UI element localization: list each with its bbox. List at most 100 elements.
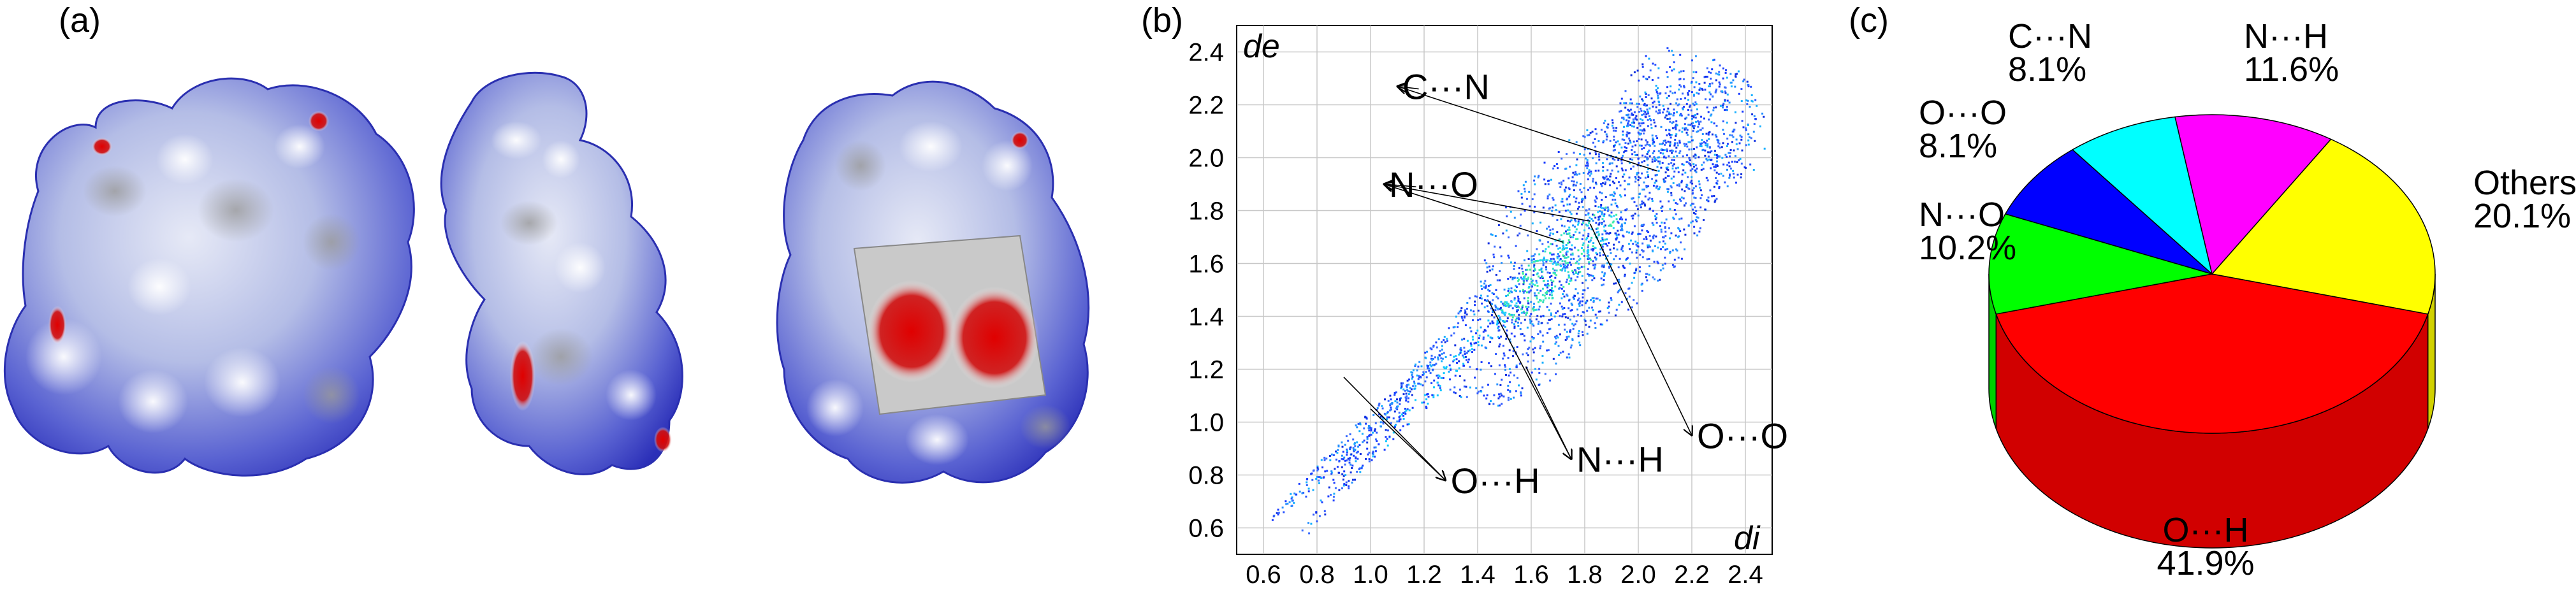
- y-axis-label: de: [1243, 28, 1280, 65]
- fingerprint-point: [1588, 263, 1590, 265]
- fingerprint-point: [1713, 59, 1715, 61]
- fingerprint-point: [1612, 127, 1615, 129]
- fingerprint-point: [1590, 274, 1592, 277]
- fingerprint-point: [1638, 266, 1641, 268]
- fingerprint-point: [1613, 135, 1615, 138]
- fingerprint-point: [1741, 120, 1743, 122]
- fingerprint-point: [1624, 169, 1627, 171]
- fingerprint-point: [1568, 239, 1570, 241]
- fingerprint-point: [1667, 188, 1670, 191]
- fingerprint-point: [1286, 503, 1289, 505]
- fingerprint-point: [1463, 338, 1466, 340]
- fingerprint-point: [1440, 357, 1443, 359]
- fingerprint-point: [1416, 369, 1418, 371]
- fingerprint-point: [1527, 360, 1529, 363]
- fingerprint-point: [1546, 259, 1549, 262]
- fingerprint-point: [1577, 255, 1580, 257]
- fingerprint-point: [1522, 289, 1524, 291]
- fingerprint-point: [1570, 213, 1573, 215]
- fingerprint-point: [1469, 349, 1471, 352]
- fingerprint-point: [1276, 512, 1278, 514]
- fingerprint-point: [1571, 270, 1574, 272]
- fingerprint-point: [1604, 208, 1606, 211]
- fingerprint-point: [1714, 169, 1716, 171]
- fingerprint-point: [1660, 248, 1662, 250]
- fingerprint-point: [1332, 454, 1335, 456]
- fingerprint-point: [1672, 54, 1675, 56]
- fingerprint-point: [1402, 393, 1405, 396]
- fingerprint-point: [1615, 308, 1618, 311]
- fingerprint-point: [1546, 283, 1549, 285]
- fingerprint-point: [1565, 244, 1568, 246]
- fingerprint-point: [1657, 247, 1659, 249]
- fingerprint-point: [1394, 426, 1396, 428]
- fingerprint-point: [1323, 456, 1326, 459]
- fingerprint-point: [1722, 77, 1724, 80]
- fingerprint-point: [1539, 299, 1541, 301]
- fingerprint-point: [1507, 278, 1510, 280]
- fingerprint-point: [1705, 98, 1706, 101]
- fingerprint-point: [1388, 409, 1391, 412]
- fingerprint-point: [1520, 394, 1522, 397]
- fingerprint-point: [1597, 206, 1600, 208]
- fingerprint-point: [1550, 258, 1552, 260]
- fingerprint-point: [1684, 248, 1686, 250]
- fingerprint-point: [1579, 189, 1582, 191]
- fingerprint-point: [1697, 217, 1699, 219]
- fingerprint-point: [1692, 208, 1694, 211]
- fingerprint-point: [1388, 435, 1391, 438]
- fingerprint-point: [1448, 364, 1451, 366]
- fingerprint-point: [1696, 168, 1698, 170]
- fingerprint-point: [1580, 315, 1583, 317]
- fingerprint-point: [1718, 71, 1721, 73]
- fingerprint-point: [1672, 121, 1675, 124]
- fingerprint-point: [1501, 394, 1503, 397]
- fingerprint-point: [1425, 398, 1428, 401]
- fingerprint-point: [1569, 331, 1571, 333]
- fingerprint-point: [1693, 148, 1695, 150]
- fingerprint-point: [1509, 391, 1511, 393]
- fingerprint-point: [1722, 142, 1724, 145]
- fingerprint-point: [1594, 153, 1597, 155]
- fingerprint-point: [1561, 287, 1563, 290]
- fingerprint-point: [1641, 282, 1643, 285]
- fingerprint-point: [1539, 289, 1542, 292]
- fingerprint-point: [1597, 219, 1600, 221]
- fingerprint-point: [1430, 382, 1433, 384]
- fingerprint-point: [1646, 273, 1648, 275]
- fingerprint-point: [1347, 440, 1350, 442]
- fingerprint-point: [1491, 234, 1494, 236]
- fingerprint-point: [1511, 316, 1514, 319]
- fingerprint-point: [1507, 396, 1510, 399]
- fingerprint-point: [1490, 314, 1493, 317]
- fingerprint-point: [1564, 230, 1567, 233]
- fingerprint-point: [1576, 238, 1579, 240]
- fingerprint-point: [1608, 266, 1610, 268]
- fingerprint-point: [1583, 319, 1586, 321]
- fingerprint-point: [1728, 176, 1731, 179]
- fingerprint-point: [1750, 137, 1752, 140]
- fingerprint-point: [1425, 371, 1427, 373]
- fingerprint-point: [1372, 453, 1374, 456]
- fingerprint-point: [1611, 194, 1613, 196]
- fingerprint-point: [1606, 154, 1609, 157]
- fingerprint-point: [1590, 299, 1592, 301]
- fingerprint-point: [1569, 280, 1571, 282]
- fingerprint-point: [1485, 397, 1488, 399]
- fingerprint-point: [1378, 403, 1380, 406]
- fingerprint-point: [1698, 89, 1701, 91]
- fingerprint-point: [1673, 159, 1675, 161]
- fingerprint-point: [1584, 196, 1587, 198]
- fingerprint-point: [1422, 384, 1424, 387]
- fingerprint-point: [1405, 399, 1408, 402]
- fingerprint-point: [1678, 228, 1680, 231]
- fingerprint-point: [1376, 407, 1379, 410]
- fingerprint-point: [1374, 446, 1377, 449]
- fingerprint-point: [1541, 277, 1544, 279]
- fingerprint-point: [1624, 222, 1626, 224]
- fingerprint-point: [1541, 287, 1544, 290]
- fingerprint-point: [1475, 368, 1478, 371]
- fingerprint-point: [1556, 257, 1559, 259]
- fingerprint-point: [1655, 90, 1658, 93]
- fingerprint-point: [1621, 247, 1624, 249]
